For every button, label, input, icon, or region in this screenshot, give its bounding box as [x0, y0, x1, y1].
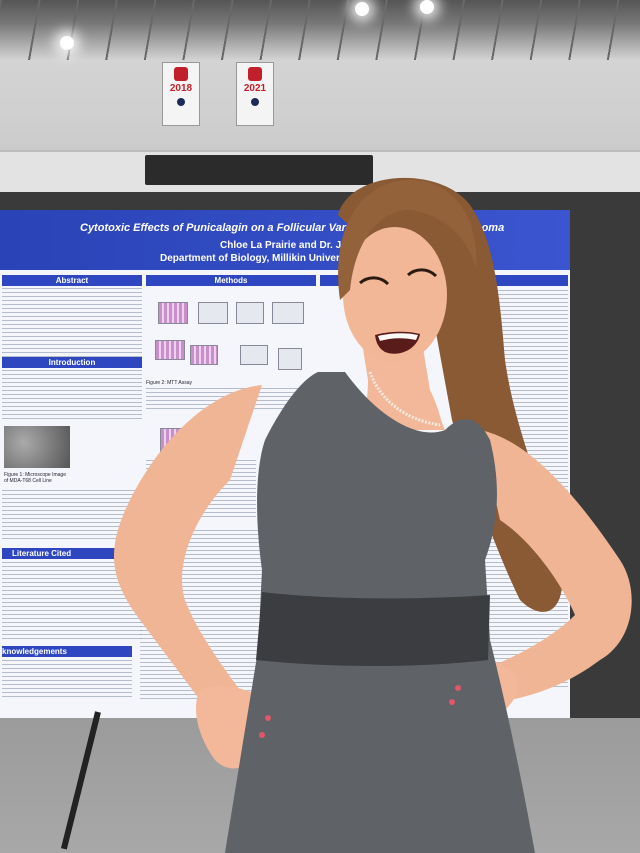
banner-dot — [177, 98, 185, 106]
hair-front — [338, 180, 477, 300]
section-literature: Literature Cited — [2, 548, 142, 559]
banner-logo — [174, 67, 188, 81]
section-methods: Methods — [146, 275, 316, 286]
poster-authors: Chloe La Prairie and Dr. Jennifer Sch — [220, 240, 396, 251]
section-acknowledgements: knowledgements — [2, 646, 132, 657]
banner: 2018 — [162, 62, 200, 126]
mtt-caption: Figure 2: MTT Assay — [146, 380, 193, 386]
banner-dot — [251, 98, 259, 106]
ceiling-truss — [0, 0, 640, 60]
methods-figure — [198, 302, 228, 324]
arm-right — [470, 430, 632, 705]
ceiling-light — [420, 0, 434, 14]
speaker-bar — [145, 155, 373, 185]
nail — [265, 715, 271, 721]
methods-figure — [272, 302, 304, 324]
teeth — [378, 333, 418, 341]
dress-band — [256, 592, 490, 666]
banner: 2021 — [236, 62, 274, 126]
methods-figure — [240, 345, 268, 365]
eye-left — [359, 276, 390, 286]
figure-caption: Figure 1: Microscope Image of MDA-T68 Ce… — [4, 472, 66, 484]
methods-figure — [278, 348, 302, 370]
section-abstract: Abstract — [2, 275, 142, 286]
face — [343, 227, 447, 363]
abstract-text — [2, 288, 142, 358]
nail — [455, 685, 461, 691]
methods-figure — [155, 340, 185, 360]
poster-title-text: Cytotoxic Effects of Punicalagin on a Fo… — [80, 222, 362, 234]
methods-figure — [158, 302, 188, 324]
banner-year: 2018 — [169, 83, 193, 94]
section-introduction: Introduction — [2, 357, 142, 368]
poster-department: Department of Biology, Millikin Universi… — [160, 253, 375, 264]
nail — [449, 699, 455, 705]
ceiling-light — [355, 2, 369, 16]
necklace — [368, 371, 441, 427]
nail — [259, 732, 265, 738]
eye-right — [407, 268, 438, 278]
ceiling-light — [60, 36, 74, 50]
microscope-image — [4, 426, 70, 468]
acknowledgements-text — [2, 660, 132, 700]
arm-left — [113, 385, 271, 740]
methods-figure — [190, 345, 218, 365]
methods-figure — [236, 302, 264, 324]
banner-year: 2021 — [243, 83, 267, 94]
introduction-text — [2, 370, 142, 420]
banner-logo — [248, 67, 262, 81]
